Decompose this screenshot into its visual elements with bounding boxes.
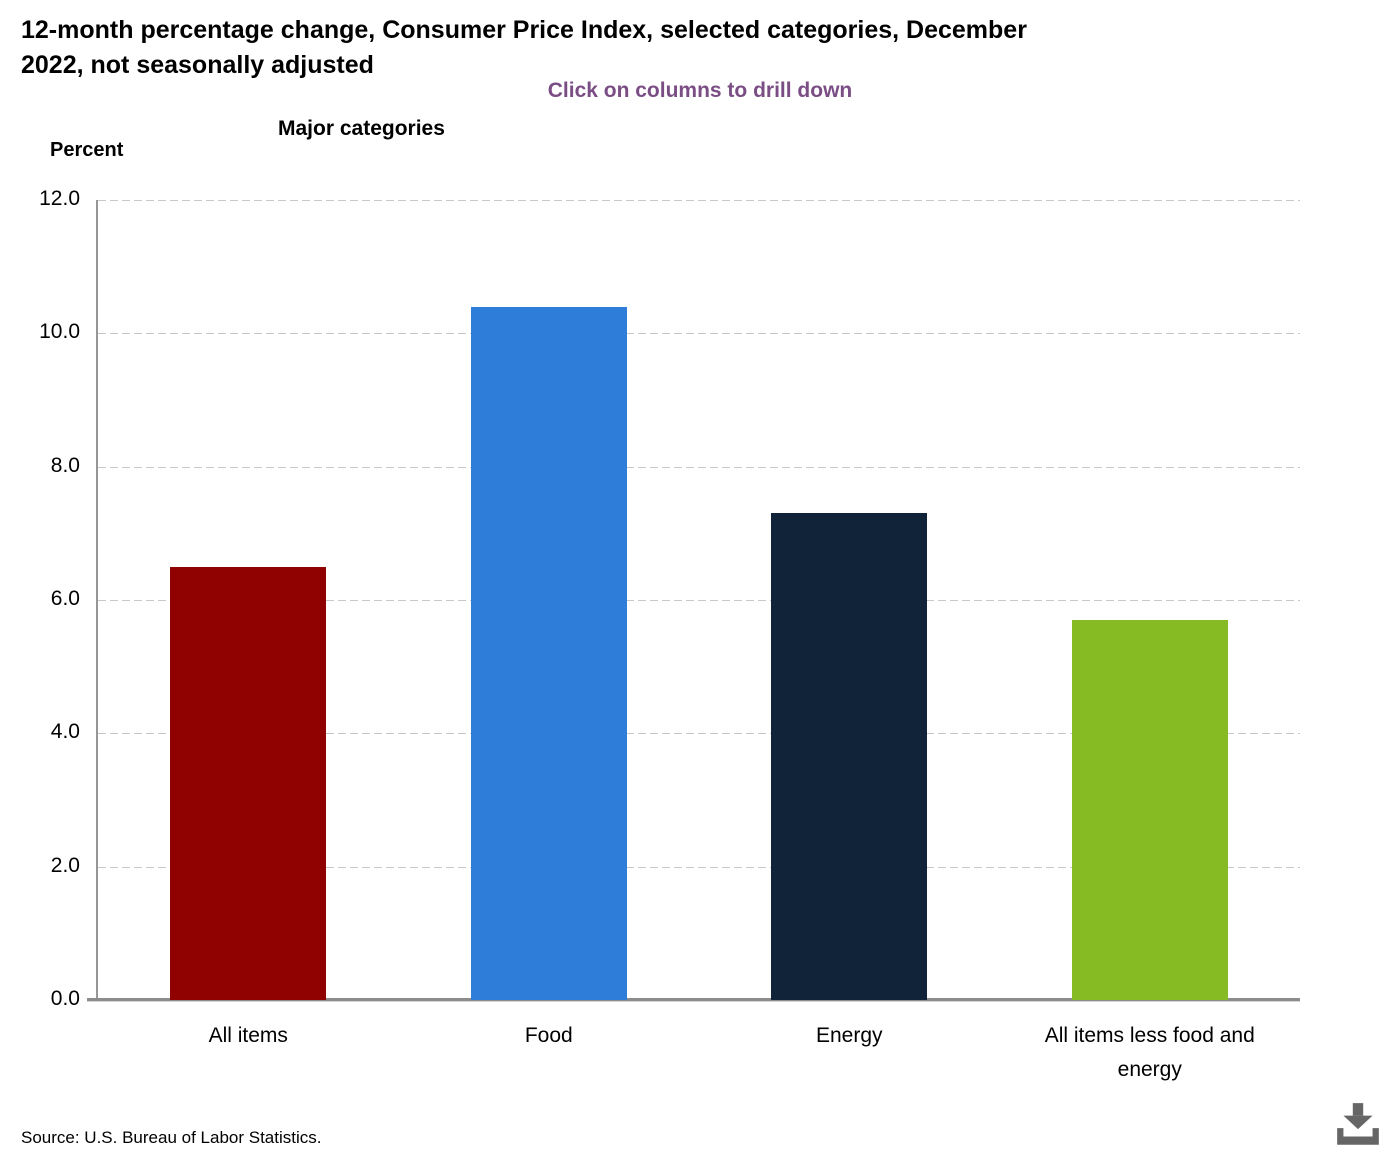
x-axis-label-food: Food <box>524 1024 573 1047</box>
x-axis-label-all-items-less-food-and-energy: All items less food and energy <box>1044 1024 1255 1081</box>
gridline-8.0 <box>98 466 1300 468</box>
y-tick-label-0.0: 0.0 <box>50 987 80 1010</box>
y-tick-label-12.0: 12.0 <box>39 187 80 210</box>
y-tick-label-8.0: 8.0 <box>50 453 80 477</box>
x-axis-line <box>87 998 1300 1002</box>
gridline-10.0 <box>98 333 1300 335</box>
download-icon <box>1333 1103 1383 1151</box>
x-axis-label-all-items: All items <box>208 1024 288 1047</box>
bar-all-items[interactable] <box>170 566 327 1000</box>
gridline-2.0 <box>98 866 1300 868</box>
y-axis-line <box>96 200 98 1000</box>
drilldown-hint: Click on columns to drill down <box>547 79 853 102</box>
y-tick-label-4.0: 4.0 <box>50 720 80 744</box>
chart-title: 12-month percentage change, Consumer Pri… <box>21 13 1027 83</box>
bar-energy[interactable] <box>771 513 928 1000</box>
gridline-4.0 <box>98 733 1300 735</box>
y-axis-title: Percent <box>50 139 124 161</box>
group-label: Major categories <box>278 117 445 140</box>
plot-area <box>98 200 1300 1000</box>
y-tick-label-2.0: 2.0 <box>50 853 80 877</box>
source-note: Source: U.S. Bureau of Labor Statistics. <box>21 1128 322 1147</box>
y-tick-label-6.0: 6.0 <box>50 587 80 610</box>
bar-all-items-less-food-and-energy[interactable] <box>1071 620 1228 1000</box>
bar-food[interactable] <box>470 306 627 1000</box>
x-axis-label-energy: Energy <box>815 1024 883 1047</box>
chart-title-line-1: 12-month percentage change, Consumer Pri… <box>21 16 1027 44</box>
y-tick-label-10.0: 10.0 <box>39 320 80 344</box>
chart-title-line-2: 2022, not seasonally adjusted <box>21 51 374 79</box>
gridline-12.0 <box>98 200 1300 201</box>
download-button[interactable] <box>1330 1100 1386 1152</box>
gridline-6.0 <box>98 600 1300 601</box>
